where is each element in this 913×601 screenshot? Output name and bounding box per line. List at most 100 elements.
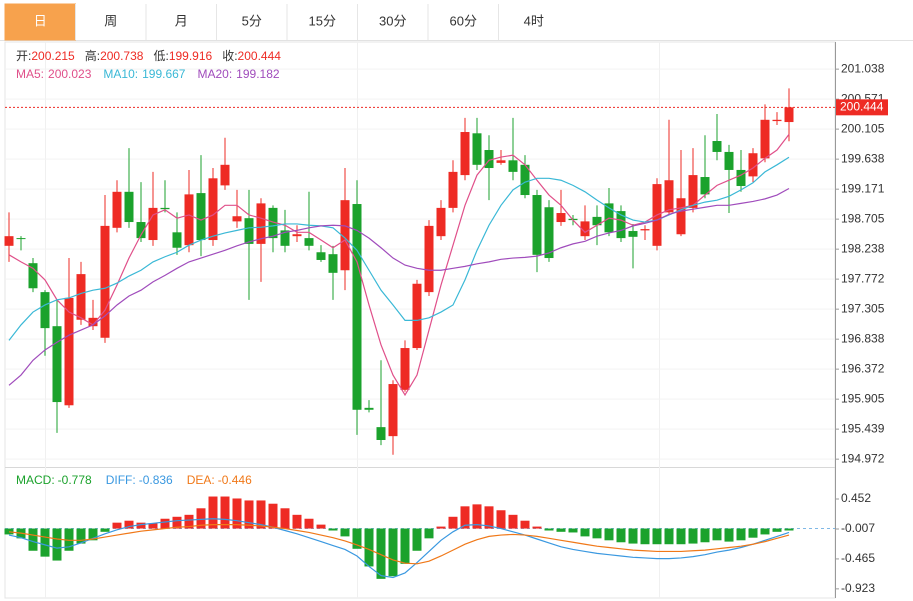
candle-body [220, 164, 230, 186]
macd-bar [436, 526, 446, 529]
y-tick-label: 196.372 [841, 361, 885, 375]
macd-bar [160, 518, 170, 529]
macd-bar [364, 528, 374, 567]
y-tick-label: 199.171 [841, 181, 885, 195]
candle-body [76, 274, 86, 320]
legend-text: DEA: [187, 473, 215, 487]
macd-bar [280, 508, 290, 529]
y-tick-label: 194.972 [841, 451, 885, 465]
tab[interactable] [498, 4, 570, 40]
candle-body [616, 211, 626, 239]
candle-body [364, 407, 374, 410]
macd-bar [532, 526, 542, 529]
macd-bar [88, 528, 98, 541]
macd-bar [460, 506, 470, 529]
macd-bar [604, 528, 614, 541]
tab-label[interactable]: 月 [175, 13, 188, 28]
tab-label[interactable]: 4时 [524, 13, 544, 28]
candle-body [100, 225, 110, 338]
y-tick-label: 199.638 [841, 151, 885, 165]
candle-body [460, 132, 470, 176]
macd-bar [508, 514, 518, 529]
macd-bar [484, 506, 494, 529]
y-tick-label: 198.238 [841, 241, 885, 255]
candle-body [556, 213, 566, 223]
candle-body [340, 200, 350, 271]
tab-label[interactable]: 5分 [242, 13, 262, 28]
tab[interactable] [287, 4, 358, 40]
tab-label[interactable]: 15分 [309, 13, 336, 28]
candle-body [436, 207, 446, 237]
macd-bar [268, 503, 278, 529]
candle-body [172, 232, 182, 248]
macd-bar [628, 528, 638, 544]
candle-body [136, 222, 146, 239]
legend-text: MACD: [16, 473, 55, 487]
macd-bar [184, 514, 194, 529]
legend-text: -0.778 [58, 473, 92, 487]
macd-bar [136, 522, 146, 529]
tab-label[interactable]: 30分 [379, 13, 406, 28]
macd-bar [220, 496, 230, 529]
candle-body [496, 160, 506, 163]
legend-text: -0.836 [139, 473, 173, 487]
tab-label[interactable]: 60分 [450, 13, 477, 28]
tab[interactable] [357, 4, 429, 40]
legend-text: 收: [222, 49, 237, 63]
tab[interactable] [216, 4, 288, 40]
macd-bar [124, 520, 134, 529]
candle-body [676, 198, 686, 235]
y-tick-label: 197.772 [841, 271, 885, 285]
tab[interactable] [4, 3, 76, 41]
tab[interactable] [75, 4, 147, 40]
y-tick-label: 200.105 [841, 121, 885, 135]
macd-line [8, 524, 790, 565]
legend-text: 200.738 [100, 49, 144, 63]
macd-bar [340, 528, 350, 537]
candle-body [256, 203, 266, 244]
macd-line [8, 518, 790, 579]
macd-bar [424, 528, 434, 539]
last-price-label: 200.444 [840, 99, 884, 113]
macd-bar [676, 528, 686, 545]
candle-body [724, 151, 734, 170]
macd-bar [640, 528, 650, 545]
macd-bar [304, 518, 314, 529]
macd-bar [208, 496, 218, 529]
tab[interactable] [428, 4, 499, 40]
macd-bar [244, 500, 254, 529]
macd-bar [196, 508, 206, 529]
candle-body [304, 238, 314, 246]
macd-bar [664, 528, 674, 545]
legend-text: 开: [16, 49, 31, 63]
candle-body [208, 178, 218, 241]
candle-body [520, 164, 530, 196]
candle-body [712, 141, 722, 152]
tab-label[interactable]: 周 [104, 13, 117, 28]
tab[interactable] [146, 4, 217, 40]
candle-body [148, 207, 158, 241]
candle-body [232, 216, 242, 222]
candle-body [88, 317, 98, 327]
candle-body [508, 160, 518, 172]
candle-body [184, 194, 194, 246]
legend-text: MA5: [16, 67, 44, 81]
candle-body [124, 191, 134, 223]
candle-body [592, 216, 602, 226]
macd-bar [292, 514, 302, 529]
macd-bar [148, 523, 158, 529]
legend-text: 199.667 [142, 67, 186, 81]
candle-body [388, 384, 398, 437]
candle-body [760, 119, 770, 159]
macd-bar [112, 522, 122, 529]
macd-bar [352, 528, 362, 549]
candle-body [664, 180, 674, 213]
y-tick-label: -0.007 [841, 521, 875, 535]
legend-text: DIFF: [106, 473, 136, 487]
macd-bar [616, 528, 626, 543]
tab-label[interactable]: 日 [34, 13, 47, 28]
legend-text: MA20: [197, 67, 232, 81]
candle-body [352, 204, 362, 410]
